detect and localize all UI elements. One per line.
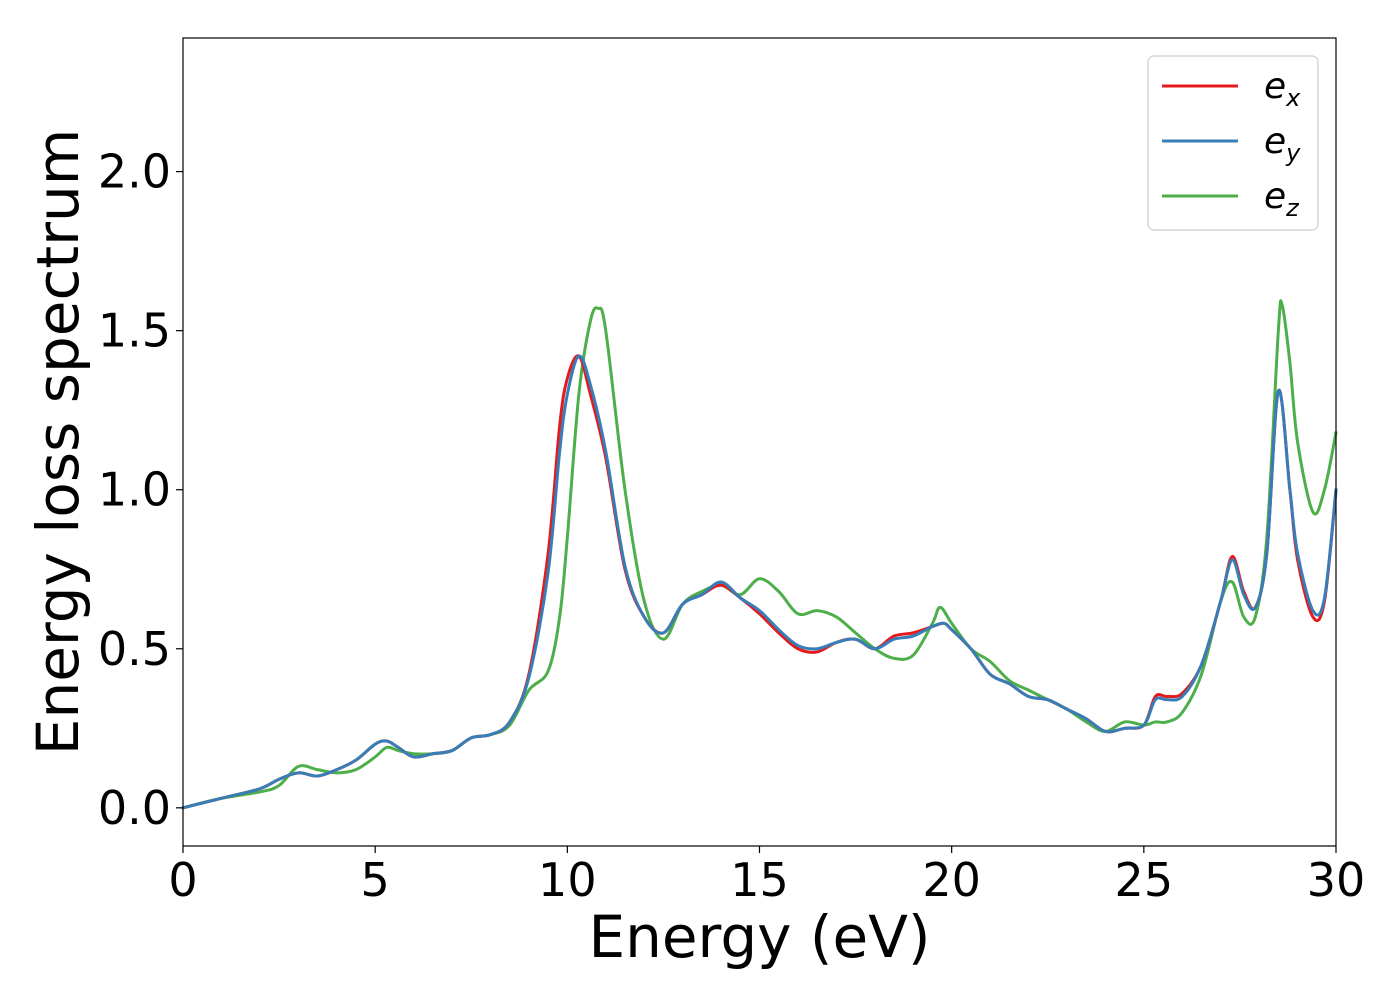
x-tick-label: 25 [1115, 853, 1174, 907]
series-layer [181, 299, 1338, 810]
y-tick-label: 1.0 [98, 463, 171, 517]
legend-label-ey: ey [1264, 121, 1301, 167]
x-tick-label: 30 [1307, 853, 1366, 907]
x-tick-label: 0 [168, 853, 197, 907]
legend: ex ey ez [1147, 55, 1319, 231]
legend-label-ez: ez [1264, 176, 1300, 222]
y-axis-title: Energy loss spectrum [24, 129, 92, 755]
x-tick-label: 20 [922, 853, 981, 907]
y-tick-label: 0.5 [98, 622, 171, 676]
x-tick-label: 10 [538, 853, 597, 907]
y-tick-label: 2.0 [98, 145, 171, 199]
y-axis-ticks: 0.0 0.5 1.0 1.5 2.0 [98, 145, 183, 835]
x-tick-label: 5 [361, 853, 390, 907]
series-line-ey [181, 354, 1338, 810]
legend-label-ex: ex [1264, 66, 1301, 112]
y-tick-label: 1.5 [98, 304, 171, 358]
x-axis-title: Energy (eV) [588, 903, 930, 971]
y-tick-label: 0.0 [98, 781, 171, 835]
x-tick-label: 15 [730, 853, 789, 907]
legend-box [1147, 55, 1319, 231]
x-axis-ticks: 0 5 10 15 20 25 30 [168, 846, 1365, 907]
